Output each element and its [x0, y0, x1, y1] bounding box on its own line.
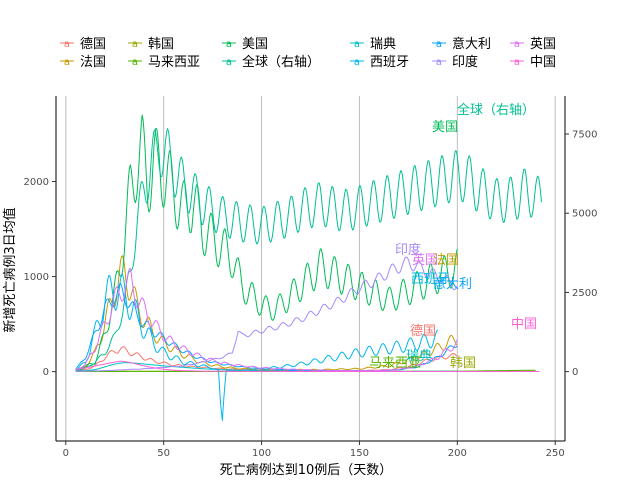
legend-item-5: a 全球（右轴） [222, 54, 320, 70]
y-right-tick-label-0: 0 [572, 367, 578, 378]
series-line-1 [75, 255, 458, 372]
legend-label-8: 意大利 [452, 36, 491, 52]
legend-label-11: 中国 [530, 55, 556, 70]
legend-key-glyph-10: a [514, 39, 520, 50]
legend-key-glyph-5: a [226, 57, 232, 68]
y-axis-title: 新增死亡病例3日均值 [2, 207, 18, 332]
legend-key-glyph-7: a [354, 57, 360, 68]
legend-item-0: a 德国 [60, 37, 106, 52]
legend-key-glyph-0: a [64, 39, 70, 50]
legend-item-7: a 西班牙 [350, 55, 409, 70]
series-label-2: 印度 [395, 242, 421, 258]
series-line-4 [75, 114, 458, 371]
legend-label-4: 美国 [242, 37, 268, 52]
legend-key-glyph-3: a [132, 57, 138, 68]
x-axis-title: 死亡病例达到10例后（天数） [220, 463, 393, 478]
vertical-grid [65, 96, 556, 441]
series-line-9 [75, 256, 458, 372]
legend-item-2: a 韩国 [128, 37, 174, 52]
legend-item-6: a 瑞典 [350, 37, 396, 52]
x-tick-label-250: 250 [546, 448, 565, 459]
y-left-tick-label-1000: 1000 [24, 272, 49, 283]
legend-item-1: a 法国 [60, 55, 106, 70]
legend-label-10: 英国 [530, 37, 556, 52]
x-tick-label-50: 50 [157, 448, 170, 459]
legend-key-glyph-4: a [226, 39, 232, 50]
y-left-tick-label-2000: 2000 [24, 177, 49, 188]
legend-label-7: 西班牙 [370, 55, 409, 70]
series-lines [75, 114, 542, 421]
legend-label-9: 印度 [452, 54, 478, 70]
legend-key-glyph-11: a [514, 57, 520, 68]
legend-label-6: 瑞典 [370, 37, 396, 52]
legend-label-5: 全球（右轴） [242, 54, 320, 70]
y-right-tick-label-2500: 2500 [572, 288, 597, 299]
series-label-4: 法国 [433, 253, 459, 268]
legend-item-4: a 美国 [222, 37, 268, 52]
legend-item-11: a 中国 [510, 55, 556, 70]
series-line-5 [75, 128, 542, 372]
legend-label-3: 马来西亚 [148, 55, 200, 70]
series-label-10: 马来西亚 [369, 356, 421, 371]
legend-item-10: a 英国 [510, 37, 556, 52]
legend-label-2: 韩国 [148, 37, 174, 52]
legend-item-9: a 印度 [432, 54, 478, 70]
legend-item-8: a 意大利 [432, 36, 491, 52]
legend-key-glyph-6: a [354, 39, 360, 50]
series-label-8: 德国 [410, 324, 436, 339]
legend-label-1: 法国 [80, 55, 106, 70]
series-label-0: 全球（右轴） [457, 102, 535, 118]
y-right-tick-label-7500: 7500 [572, 130, 597, 141]
series-label-6: 意大利 [433, 276, 472, 292]
legend-key-glyph-2: a [132, 39, 138, 50]
series-line-11 [75, 360, 540, 372]
x-tick-label-150: 150 [350, 448, 369, 459]
legend-key-glyph-1: a [64, 57, 70, 68]
series-label-9: 瑞典 [406, 349, 432, 364]
y-right-tick-label-5000: 5000 [572, 209, 597, 220]
legend-key-glyph-9: a [436, 57, 442, 68]
series-line-10 [75, 268, 458, 372]
series-label-5: 西班牙 [411, 272, 450, 287]
series-label-7: 中国 [511, 317, 537, 332]
y-left-tick-label-0: 0 [43, 367, 49, 378]
legend-key-glyph-8: a [436, 39, 442, 50]
x-tick-label-0: 0 [63, 448, 69, 459]
x-tick-label-100: 100 [252, 448, 271, 459]
series-label-3: 英国 [412, 253, 438, 268]
legend-item-3: a 马来西亚 [128, 55, 200, 70]
legend-label-0: 德国 [80, 37, 106, 52]
series-label-1: 美国 [432, 120, 458, 135]
x-tick-label-200: 200 [448, 448, 467, 459]
series-label-11: 韩国 [450, 356, 476, 371]
series-line-7 [75, 274, 439, 421]
